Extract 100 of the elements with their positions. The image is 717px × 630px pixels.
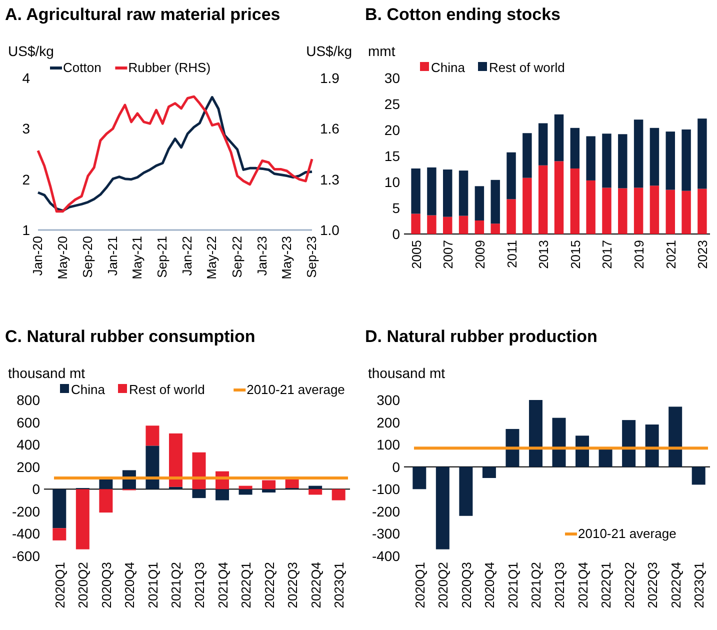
- chart-title: B. Cotton ending stocks: [365, 5, 560, 24]
- bar: [634, 120, 644, 188]
- legend-label: Cotton: [63, 60, 102, 75]
- x-tick-label: 2023: [695, 240, 710, 269]
- x-tick-label: 2023Q1: [692, 562, 707, 608]
- bar: [554, 161, 564, 234]
- x-tick-label: 2021Q4: [575, 562, 590, 608]
- bar: [458, 170, 468, 216]
- x-tick-label: May-23: [278, 236, 294, 280]
- bar: [645, 424, 659, 467]
- bar: [682, 190, 691, 234]
- bar: [602, 188, 612, 234]
- bar: [538, 123, 548, 166]
- y-tick-label: 4: [22, 70, 30, 86]
- bar: [528, 400, 542, 467]
- bar: [52, 528, 66, 540]
- bar: [146, 446, 160, 490]
- y-tick-label: 400: [16, 436, 40, 453]
- y-tick-label: 300: [376, 392, 400, 408]
- bar: [522, 133, 532, 178]
- bar: [666, 190, 675, 234]
- bar: [506, 152, 516, 200]
- y-tick-label: 2: [22, 171, 30, 188]
- x-tick-label: 2022Q2: [622, 562, 637, 608]
- x-tick-label: 2021Q1: [505, 562, 520, 608]
- bar: [146, 426, 160, 446]
- bar: [506, 199, 516, 234]
- y-axis-title: US$/kg: [8, 43, 54, 59]
- x-tick-label: Jan-23: [254, 236, 270, 276]
- bar: [412, 466, 426, 490]
- x-tick-label: 2013: [536, 240, 552, 269]
- bar: [99, 489, 113, 513]
- x-tick-label: Sep-21: [154, 236, 170, 278]
- bar: [552, 418, 566, 467]
- y-tick-label: -600: [12, 548, 40, 564]
- x-tick-label: 2021Q3: [192, 562, 207, 608]
- x-tick-label: Sep-23: [304, 236, 319, 278]
- bar: [411, 214, 420, 234]
- y-tick-label: 800: [16, 392, 40, 408]
- y-axis-title: thousand mt: [368, 365, 446, 381]
- x-tick-label: 2020Q1: [412, 562, 428, 608]
- y-tick-label: 30: [384, 70, 400, 86]
- legend-label: China: [71, 382, 106, 397]
- bar: [458, 216, 468, 234]
- bar: [411, 168, 420, 214]
- x-tick-label: 2022Q4: [668, 562, 684, 608]
- y2-axis-title: US$/kg: [306, 43, 352, 59]
- chart-title: A. Agricultural raw material prices: [5, 5, 280, 24]
- bar: [586, 136, 596, 180]
- bar: [76, 489, 90, 550]
- bar: [474, 186, 484, 220]
- bar: [443, 170, 452, 217]
- x-tick-label: 2007: [440, 240, 456, 269]
- y-tick-label: 3: [22, 120, 30, 137]
- x-tick-label: Jan-21: [104, 236, 120, 276]
- bar: [238, 486, 252, 490]
- bar: [650, 128, 660, 186]
- bar: [698, 188, 707, 234]
- x-tick-label: May-20: [54, 236, 70, 280]
- y-tick-label: 0: [392, 458, 400, 475]
- bar: [490, 180, 500, 224]
- x-tick-label: 2022Q4: [308, 562, 324, 608]
- y2-tick-label: 1.3: [320, 171, 340, 188]
- y-tick-label: 10: [384, 174, 400, 190]
- bar: [682, 129, 691, 191]
- x-tick-label: 2022Q1: [598, 562, 614, 608]
- y-tick-label: 0: [32, 481, 40, 498]
- x-tick-label: 2020Q4: [122, 562, 138, 608]
- y-tick-label: 15: [384, 148, 400, 164]
- bar: [570, 168, 580, 234]
- x-tick-label: 2021Q1: [145, 562, 160, 608]
- legend-label: Rest of world: [129, 382, 205, 397]
- legend-label: Rubber (RHS): [128, 60, 211, 75]
- bar: [586, 180, 596, 234]
- x-tick-label: 2020Q2: [76, 562, 91, 608]
- y-tick-label: -300: [372, 526, 400, 542]
- x-tick-label: Jan-22: [180, 236, 195, 276]
- y-tick-label: -200: [372, 503, 400, 520]
- bar: [482, 466, 496, 478]
- bar: [474, 220, 484, 234]
- bar: [216, 489, 230, 500]
- bar: [168, 433, 182, 487]
- x-tick-label: 2022Q1: [238, 562, 254, 608]
- x-tick-label: 2017: [600, 240, 615, 269]
- bar: [238, 489, 252, 495]
- bar: [634, 188, 644, 234]
- y-tick-label: -400: [372, 548, 400, 564]
- bar: [436, 466, 450, 550]
- bar: [308, 486, 322, 490]
- bar: [598, 449, 612, 467]
- y-tick-label: 100: [376, 436, 400, 453]
- y-axis-title: thousand mt: [8, 365, 86, 381]
- x-tick-label: 2020Q1: [52, 562, 68, 608]
- x-tick-label: Sep-22: [229, 236, 244, 278]
- y-tick-label: 200: [16, 458, 40, 475]
- bar: [332, 489, 346, 500]
- bar: [554, 114, 564, 162]
- x-tick-label: 2005: [408, 240, 424, 269]
- bar: [506, 428, 520, 467]
- bar: [570, 128, 580, 168]
